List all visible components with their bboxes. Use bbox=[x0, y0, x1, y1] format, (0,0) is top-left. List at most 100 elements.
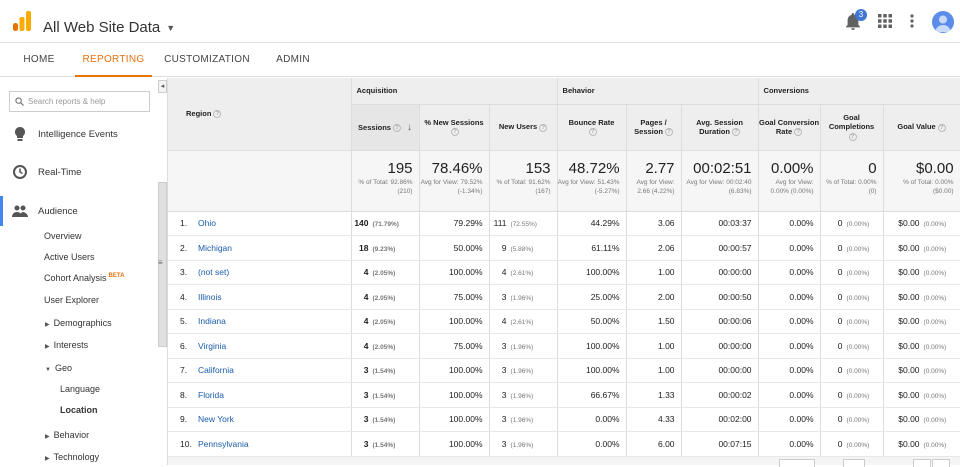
cell-value: 0 bbox=[837, 340, 843, 351]
behavior-group-header: Behavior bbox=[557, 78, 759, 105]
avg-duration-cell: 00:02:00 bbox=[681, 407, 759, 432]
goal-value-cell: $0.00 (0.00%) bbox=[883, 431, 960, 457]
sidebar-item-user-explorer[interactable]: User Explorer bbox=[44, 295, 100, 305]
sidebar-item-language[interactable]: Language bbox=[60, 384, 101, 394]
goal-completions-cell: 0 (0.00%) bbox=[820, 382, 884, 408]
cell-value: $0.00 bbox=[898, 365, 920, 376]
sidebar-item-label: Intelligence Events bbox=[38, 128, 118, 140]
bounce-rate-cell: 100.00% bbox=[557, 260, 627, 285]
region-header[interactable]: Region? bbox=[168, 78, 352, 151]
total-value: 48.72% bbox=[568, 159, 620, 177]
analytics-logo-icon[interactable] bbox=[13, 11, 31, 31]
goto-page-input[interactable] bbox=[843, 459, 865, 467]
bounce-rate-header[interactable]: Bounce Rate? bbox=[557, 104, 627, 151]
cell-value: 0 bbox=[837, 365, 843, 376]
bounce-rate-cell: 100.00% bbox=[557, 333, 627, 359]
sidebar-item-realtime[interactable]: Real-Time bbox=[0, 157, 158, 187]
goal-value-header[interactable]: Goal Value? bbox=[883, 104, 960, 151]
column-label: Goal Conversion Rate bbox=[759, 117, 820, 136]
tab-home[interactable]: HOME bbox=[23, 54, 55, 65]
tab-customization[interactable]: CUSTOMIZATION bbox=[164, 54, 250, 65]
new-sessions-cell: 100.00% bbox=[419, 382, 490, 408]
sidebar-item-active-users[interactable]: Active Users bbox=[44, 252, 95, 262]
sidebar-item-interests[interactable]: ▶ Interests bbox=[45, 340, 88, 350]
sidebar-item-behavior[interactable]: ▶ Behavior bbox=[45, 430, 89, 440]
tab-reporting[interactable]: REPORTING bbox=[75, 43, 152, 77]
help-icon[interactable]: ? bbox=[539, 123, 548, 132]
region-link[interactable]: Ohio bbox=[196, 211, 352, 236]
column-label: Goal Value bbox=[897, 122, 936, 132]
sidebar-item-intelligence[interactable]: Intelligence Events bbox=[0, 119, 158, 149]
region-link[interactable]: Michigan bbox=[196, 235, 352, 261]
tab-admin[interactable]: ADMIN bbox=[276, 54, 310, 65]
help-icon[interactable]: ? bbox=[664, 128, 673, 136]
help-icon[interactable]: ? bbox=[937, 123, 946, 132]
total-value: 00:02:51 bbox=[693, 159, 752, 177]
region-link[interactable]: (not set) bbox=[196, 260, 352, 285]
region-link[interactable]: New York bbox=[196, 407, 352, 432]
notifications-button[interactable]: 3 bbox=[846, 9, 867, 31]
region-link[interactable]: Indiana bbox=[196, 309, 352, 334]
user-avatar[interactable] bbox=[932, 11, 954, 33]
region-link[interactable]: Pennsylvania bbox=[196, 431, 352, 457]
avg-duration-header[interactable]: Avg. Session Duration? bbox=[681, 104, 759, 151]
sidebar-item-cohort-analysis[interactable]: Cohort Analysis BETA bbox=[44, 273, 124, 283]
apps-grid-icon[interactable] bbox=[878, 14, 892, 28]
avg-duration-cell: 00:00:00 bbox=[681, 260, 759, 285]
sidebar-item-audience[interactable]: Audience bbox=[0, 196, 158, 226]
new-users-cell: 3 (1.96%) bbox=[489, 358, 558, 383]
sessions-cell: 4 (2.05%) bbox=[351, 309, 420, 334]
sidebar-item-technology[interactable]: ▶ Technology bbox=[45, 452, 99, 462]
help-icon[interactable]: ? bbox=[848, 132, 857, 141]
help-icon[interactable]: ? bbox=[794, 128, 803, 136]
goal-conversion-cell: 0.00% bbox=[758, 260, 821, 285]
pages-session-cell: 3.06 bbox=[626, 211, 682, 236]
cell-percent: (0.00%) bbox=[846, 417, 870, 425]
sidebar-item-location[interactable]: Location bbox=[60, 405, 98, 415]
new-sessions-header[interactable]: % New Sessions? bbox=[419, 104, 490, 151]
row-index: 3. bbox=[168, 260, 196, 285]
region-link[interactable]: Florida bbox=[196, 382, 352, 408]
sidebar-item-overview[interactable]: Overview bbox=[44, 231, 82, 241]
sidebar-item-demographics[interactable]: ▶ Demographics bbox=[45, 318, 112, 328]
cell-value: $0.00 bbox=[898, 389, 920, 400]
search-input[interactable]: Search reports & help bbox=[9, 91, 150, 112]
total-new-users: 153% of Total: 91.62% (167) bbox=[489, 150, 558, 212]
caret-down-icon: ▼ bbox=[166, 22, 176, 33]
cell-value: 3 bbox=[501, 414, 507, 425]
help-icon[interactable]: ? bbox=[588, 128, 597, 136]
new-users-cell: 3 (1.96%) bbox=[489, 333, 558, 359]
sessions-header[interactable]: Sessions? ↓ bbox=[351, 104, 420, 151]
goal-value-cell: $0.00 (0.00%) bbox=[883, 260, 960, 285]
rows-per-page-select[interactable] bbox=[779, 459, 815, 467]
collapse-sidebar-button[interactable]: ◂ bbox=[158, 80, 167, 93]
sessions-cell: 3 (1.54%) bbox=[351, 358, 420, 383]
goal-value-cell: $0.00 (0.00%) bbox=[883, 309, 960, 334]
account-selector[interactable]: All Web Site Data ▼ bbox=[43, 19, 175, 36]
region-link[interactable]: Illinois bbox=[196, 284, 352, 310]
pages-session-cell: 1.33 bbox=[626, 382, 682, 408]
more-vert-icon[interactable] bbox=[908, 13, 916, 29]
prev-page-button[interactable] bbox=[913, 459, 931, 467]
goal-completions-cell: 0 (0.00%) bbox=[820, 407, 884, 432]
sidebar-item-geo[interactable]: ▼ Geo bbox=[45, 363, 72, 373]
help-icon[interactable]: ? bbox=[213, 110, 222, 119]
region-link[interactable]: California bbox=[196, 358, 352, 383]
new-users-header[interactable]: New Users? bbox=[489, 104, 558, 151]
beta-badge: BETA bbox=[108, 273, 125, 279]
goal-completions-cell: 0 (0.00%) bbox=[820, 284, 884, 310]
cell-percent: (0.00%) bbox=[923, 417, 947, 425]
help-icon[interactable]: ? bbox=[731, 128, 740, 136]
sidebar-scrollbar[interactable] bbox=[158, 182, 167, 347]
goal-completions-header[interactable]: Goal Completions? bbox=[820, 104, 884, 151]
goal-conversion-header[interactable]: Goal Conversion Rate? bbox=[758, 104, 821, 151]
next-page-button[interactable] bbox=[932, 459, 950, 467]
region-link[interactable]: Virginia bbox=[196, 333, 352, 359]
help-icon[interactable]: ? bbox=[451, 128, 460, 136]
help-icon[interactable]: ? bbox=[392, 123, 401, 132]
new-sessions-cell: 50.00% bbox=[419, 235, 490, 261]
goal-completions-cell: 0 (0.00%) bbox=[820, 333, 884, 359]
pages-session-header[interactable]: Pages / Session? bbox=[626, 104, 682, 151]
cell-percent: (1.96%) bbox=[510, 392, 534, 400]
table-row: 2. Michigan 18 (9.23%) 50.00% 9 (5.88%) 61.11% 2… bbox=[168, 235, 960, 261]
